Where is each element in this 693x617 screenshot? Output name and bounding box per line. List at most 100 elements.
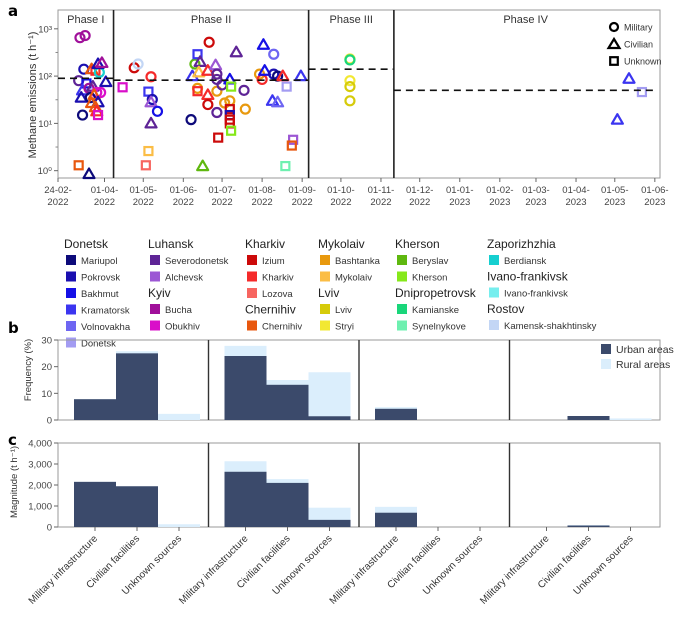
data-point-military [211,106,223,119]
bar-urban [224,356,267,420]
legend-swatch-urban [601,344,611,354]
x-tick-label-year: 2022 [409,197,430,208]
legend-label: Urban areas [616,344,674,356]
y-tick-label: 0 [47,523,52,534]
legend-label: Rural areas [616,359,670,371]
legend-city-label: Izium [262,256,285,267]
data-point-military [211,68,223,80]
bar-urban [308,519,351,527]
x-tick-label-year: 2023 [525,197,546,208]
y-tick-label: 20 [41,362,52,373]
category-label: Military infrastructure [27,533,101,607]
legend-region-title: Lviv [318,286,339,300]
legend-region-title: Chernihiv [245,303,296,317]
data-point-unknown [226,81,237,92]
panel-letter-c: c [8,431,17,449]
data-point-military [203,36,215,48]
legend-color-swatch [397,320,407,331]
data-point-civilian [87,88,101,101]
legend-city-label: Kherson [412,273,447,284]
data-point-civilian [256,38,271,50]
x-tick-label-year: 2023 [449,197,470,208]
legend-color-swatch [489,287,499,298]
legend-city-label: Berdiansk [504,256,546,267]
panel-b-bar-chart: Frequency (%) 0 10 20 30 Urban areas Rural a… [23,336,674,427]
data-point-military [189,58,201,70]
x-tick-label-year: 2022 [292,197,313,208]
bar-urban [116,486,158,527]
data-point-unknown [286,140,297,151]
data-point-unknown [281,81,292,92]
data-point-civilian [99,75,113,88]
x-tick-label-year: 2022 [173,197,194,208]
shape-legend-label: Unknown [624,57,662,67]
legend-color-swatch [150,271,160,282]
x-tick-label: 01-06- [170,185,197,196]
legend-region-title: Kyiv [148,286,171,300]
legend-region-title: Dnipropetrovsk [395,286,477,300]
panel-letter-a: a [8,2,18,20]
phase-label: Phase I [67,14,104,26]
legend-circle-icon [608,21,620,33]
data-point-military [344,80,356,93]
data-point-military [76,109,89,121]
y-tick-label: 3,000 [28,460,52,471]
data-point-civilian [74,91,88,103]
category-label: Military infrastructure [328,533,402,607]
data-point-unknown [143,145,154,157]
legend-city-label: Bashtanka [335,256,381,267]
data-point-military [238,84,250,96]
legend-city-label: Obukhiv [165,322,200,333]
y-tick-label: 1,000 [28,502,52,513]
data-point-unknown [192,86,203,97]
legend-city-label: Kamianske [412,305,459,316]
legend-city-label: Donetsk [81,339,116,350]
bar-urban [375,408,417,420]
x-tick-label: 01-04- [562,185,589,196]
legend-region-title: Kharkiv [245,237,285,251]
data-point-unknown [192,49,203,60]
legend-color-swatch [150,304,160,314]
legend-color-swatch [397,255,407,265]
x-tick-label: 01-03- [522,185,549,196]
data-point-civilian [91,57,105,70]
legend-city-label: Pokrovsk [81,273,120,284]
legend-city-label: Synelnykove [412,322,466,333]
legend-city-label: Kharkiv [262,273,294,284]
shape-legend-label: Military [624,23,653,33]
data-point-military [132,58,144,70]
x-tick-label: 01-09- [288,185,315,196]
phase-label: Phase II [191,14,231,26]
data-point-military [145,71,157,83]
data-point-unknown [636,86,648,98]
legend-region-title: Mykolaiv [318,237,365,251]
legend-city-label: Ivano-frankivsk [504,289,568,300]
data-point-civilian [144,95,158,108]
legend-color-swatch [66,321,76,331]
y-tick-label: 30 [41,336,52,347]
legend-color-swatch [247,271,257,282]
x-tick-label-year: 2022 [370,197,391,208]
legend-region-title: Luhansk [148,237,194,251]
legend-color-swatch [66,271,76,282]
legend-color-swatch [320,271,330,282]
legend-color-swatch [397,304,407,314]
x-tick-label: 01-08- [248,185,275,196]
data-point-civilian [271,95,285,108]
data-point-civilian [95,56,109,69]
phase-label: Phase IV [503,14,548,26]
data-point-military [84,92,96,104]
bar-urban [266,482,309,527]
bar-urban [375,512,417,527]
x-tick-label: 01-07- [208,185,235,196]
x-tick-label-year: 2022 [330,197,351,208]
data-point-civilian [209,58,223,71]
legend-color-swatch [397,271,407,282]
category-label: Military infrastructure [478,533,552,607]
x-tick-label: 01-05- [130,185,157,196]
panel-a-frame [57,9,661,179]
data-point-military [344,54,356,66]
x-tick-label-year: 2022 [133,197,154,208]
panel-a-scatter: Methane emissions (t h⁻¹) 24-02-202201-0… [27,9,669,208]
